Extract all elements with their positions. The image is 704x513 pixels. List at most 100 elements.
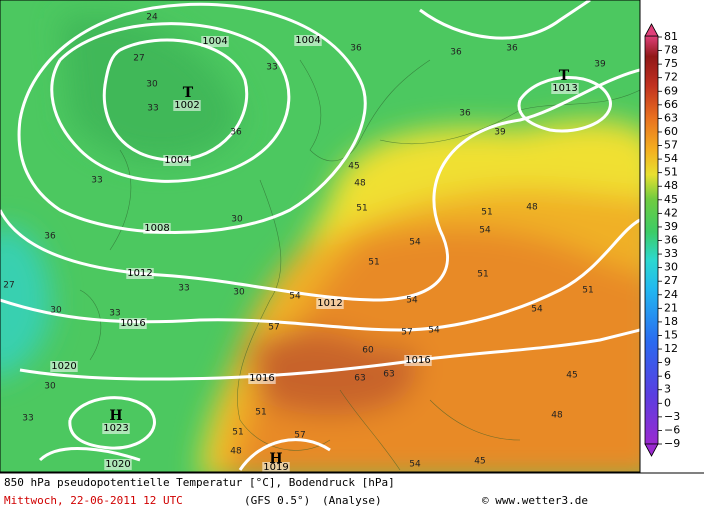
colorbar-label: 81 [664,30,678,43]
temperature-label: 39 [494,128,506,138]
pressure-center: H [269,451,282,467]
temperature-label: 51 [368,258,379,268]
temperature-label: 57 [294,431,305,441]
pressure-label-bg [126,268,154,279]
pressure-label-bg [163,155,191,166]
temperature-label: 33 [147,104,158,114]
colorbar-label: 12 [664,342,678,355]
colorbar-label: 36 [664,234,678,247]
pressure-label-bg [551,83,579,94]
colorbar-label: 30 [664,261,678,274]
colorbar-label: 21 [664,301,678,314]
colorbar-top-arrow [644,23,659,37]
pressure-label-bg [50,361,78,372]
pressure-center: T [559,68,570,84]
pressure-label: 1016 [405,355,430,366]
footer-title: 850 hPa pseudopotentielle Temperatur [°C… [4,476,395,489]
colorbar-label: −3 [664,410,680,423]
pressure-label-bg [143,223,171,234]
pressure-label-bg [294,35,322,46]
map-frame [0,0,641,473]
colorbar-label: 57 [664,139,678,152]
pressure-label-bg [201,36,229,47]
temperature-label: 36 [44,232,56,242]
colorbar-labels: 8178757269666360575451484542393633302724… [658,30,680,450]
temperature-label: 36 [350,44,362,54]
footer-run: (Analyse) [322,494,382,507]
colorbar-label: 60 [664,125,678,138]
colorbar-label: 24 [664,288,678,301]
colorbar-label: 3 [664,383,671,396]
pressure-label: 1004 [164,155,189,166]
colorbar-label: 9 [664,356,671,369]
temperature-label: 54 [409,460,421,470]
colorbar: 8178757269666360575451484542393633302724… [644,23,680,457]
pressure-label: 1016 [120,318,145,329]
pressure-center: H [109,408,122,424]
temperature-label: 30 [44,382,56,392]
pressure-label-bg [316,298,344,309]
temperature-label: 33 [266,63,277,73]
pressure-label: 1008 [144,223,169,234]
footer-credit: © www.wetter3.de [482,494,588,507]
colorbar-label: 69 [664,84,678,97]
colorbar-label: 45 [664,193,678,206]
pressure-label: 1012 [127,268,152,279]
temperature-label: 33 [178,284,189,294]
colorbar-label: 75 [664,57,678,70]
pressure-label: 1020 [51,361,76,372]
colorbar-label: 42 [664,206,678,219]
colorbar-label: −9 [664,437,680,450]
temperature-label: 33 [109,309,120,319]
pressure-label-bg [404,355,432,366]
temperature-label: 45 [474,457,485,467]
temperature-label: 60 [362,346,374,356]
temperature-label: 57 [401,328,412,338]
pressure-label-bg [102,423,130,434]
pressure-label: 1023 [103,423,128,434]
colorbar-label: 66 [664,98,678,111]
temperature-label: 45 [348,162,359,172]
pressure-label-bg [104,459,132,470]
temperature-label: 39 [594,60,606,70]
temperature-label: 48 [526,203,538,213]
colorbar-bottom-arrow [644,443,659,457]
temperature-label: 51 [582,286,593,296]
colorbar-label: 15 [664,328,678,341]
colorbar-label: 39 [664,220,678,233]
temperature-label: 30 [233,288,245,298]
pressure-label-bg [119,318,147,329]
temperature-label: 54 [479,226,491,236]
pressure-label: 1002 [174,100,199,111]
colorbar-body [644,35,659,445]
colorbar-label: −6 [664,423,680,436]
colorbar-label: 54 [664,152,678,165]
temperature-label: 27 [133,54,144,64]
colorbar-label: 18 [664,315,678,328]
colorbar-label: 63 [664,111,678,124]
temperature-label: 48 [551,411,563,421]
pressure-label: 1004 [202,36,227,47]
colorbar-label: 72 [664,71,678,84]
temperature-label: 36 [230,128,242,138]
colorbar-label: 33 [664,247,678,260]
colorbar-label: 27 [664,274,678,287]
colorbar-label: 0 [664,396,671,409]
map-labels: 24 27 30 33 36 33 33 36 36 36 39 36 39 45 48 51 48 54 51 51… [3,13,606,473]
pressure-label: 1019 [263,462,288,473]
footer-model: (GFS 0.5°) [244,494,310,507]
colorbar-label: 51 [664,166,678,179]
pressure-label: 1012 [317,298,342,309]
temperature-label: 54 [428,326,440,336]
temperature-label: 48 [230,447,242,457]
pressure-label-bg [173,100,201,111]
temperature-label: 54 [531,305,543,315]
temperature-label: 57 [268,323,279,333]
pressure-label-bg [262,462,290,472]
temperature-label: 30 [231,215,243,225]
pressure-label: 1004 [295,35,320,46]
temperature-label: 33 [91,176,102,186]
temperature-label: 54 [289,292,301,302]
temperature-label: 30 [50,306,62,316]
